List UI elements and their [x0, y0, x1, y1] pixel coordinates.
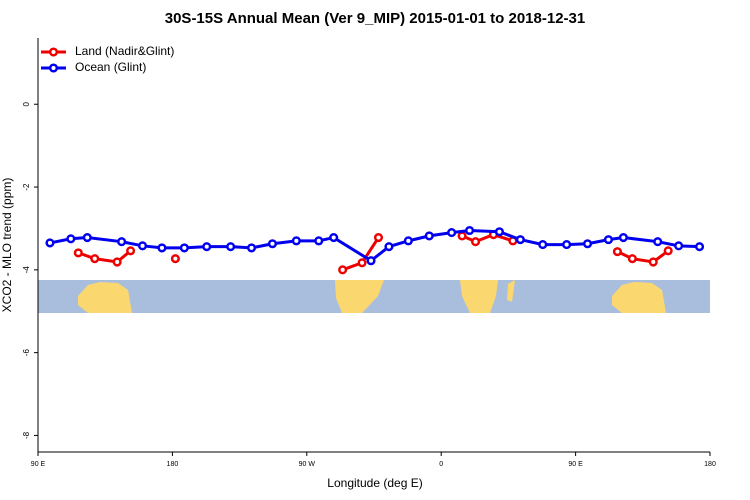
point [338, 265, 348, 275]
point [562, 240, 572, 250]
point [653, 237, 663, 247]
series-line [616, 249, 670, 264]
point [329, 232, 339, 243]
point [366, 256, 376, 266]
x-tick-label: 180 [167, 461, 179, 468]
point [314, 236, 324, 246]
point [126, 246, 136, 256]
point [112, 257, 122, 267]
point [618, 232, 628, 243]
y-axis-label: XCO2 - MLO trend (ppm) [0, 178, 14, 313]
point [384, 242, 394, 252]
point [470, 237, 481, 247]
point [465, 225, 475, 236]
point [612, 247, 622, 257]
legend-label: Land (Nadir&Glint) [75, 44, 174, 58]
point [157, 243, 167, 253]
point [291, 236, 301, 246]
point [373, 232, 384, 243]
x-tick-label: 90 E [568, 461, 583, 468]
y-tick-label: -2 [22, 183, 31, 191]
point [494, 227, 504, 237]
legend-marker [48, 47, 59, 57]
point [627, 254, 637, 264]
series-line [461, 233, 514, 244]
africa [460, 280, 515, 313]
point [582, 239, 593, 249]
point [226, 242, 236, 252]
south-america [335, 280, 384, 313]
y-tick-label: 0 [22, 101, 31, 106]
y-tick-label: -6 [22, 349, 31, 357]
legend-label: Ocean (Glint) [75, 60, 146, 74]
x-tick-label: 90 W [299, 461, 316, 468]
map-strip [38, 280, 710, 313]
point [90, 254, 100, 264]
point [117, 237, 127, 247]
x-tick-label: 180 [704, 461, 716, 468]
point [515, 235, 525, 245]
point [267, 239, 278, 249]
point [694, 242, 705, 252]
point [674, 241, 684, 251]
chart-title: 30S-15S Annual Mean (Ver 9_MIP) 2015-01-… [165, 10, 585, 27]
point [179, 243, 189, 253]
point [66, 234, 76, 244]
point [603, 235, 614, 245]
point [403, 236, 413, 246]
point [357, 258, 367, 268]
point [73, 248, 83, 258]
point [82, 232, 92, 243]
x-tick-label: 90 E [31, 461, 46, 468]
y-tick-label: -8 [22, 431, 31, 439]
point [45, 238, 55, 248]
x-tick-label: 0 [439, 461, 443, 468]
series-line [77, 249, 132, 264]
australia [78, 282, 132, 313]
point [202, 242, 212, 252]
point [246, 243, 257, 253]
australia [612, 282, 666, 313]
point [457, 231, 467, 241]
point [447, 228, 457, 238]
y-tick-label: -4 [22, 266, 31, 274]
point [424, 231, 434, 241]
point [538, 240, 548, 250]
point [137, 241, 148, 251]
point [648, 257, 658, 267]
x-axis-label: Longitude (deg E) [327, 476, 422, 490]
legend-marker [48, 63, 59, 73]
point [170, 254, 180, 264]
point [663, 246, 673, 256]
